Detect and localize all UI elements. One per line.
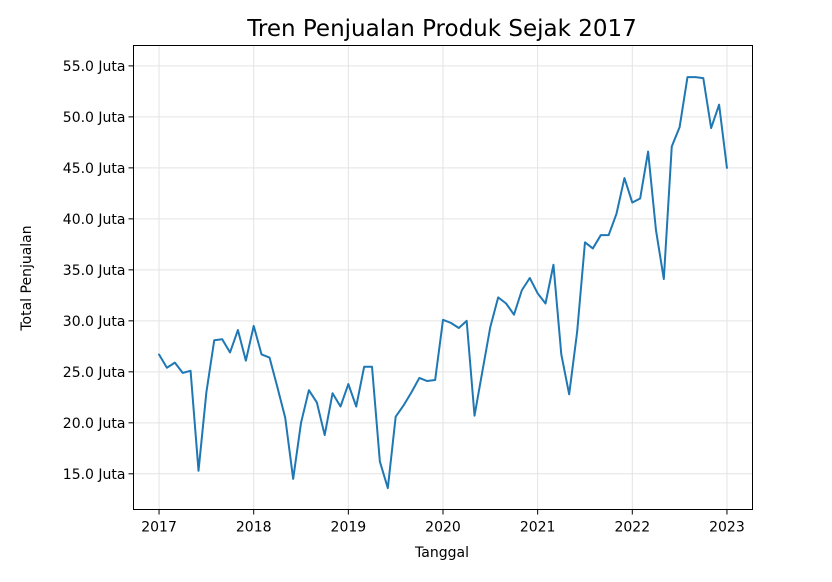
chart-title: Tren Penjualan Produk Sejak 2017 [246, 16, 637, 42]
y-tick-label: 15.0 Juta [63, 467, 126, 483]
y-tick-label: 25.0 Juta [63, 365, 126, 381]
y-axis-label: Total Penjualan [19, 225, 35, 331]
x-tick-label: 2020 [425, 520, 461, 536]
y-tick-label: 45.0 Juta [63, 161, 126, 177]
x-tick-label: 2019 [331, 520, 367, 536]
grid-lines [133, 45, 753, 510]
y-tick-label: 50.0 Juta [63, 110, 126, 126]
x-tick-label: 2021 [520, 520, 556, 536]
x-axis-label: Tanggal [414, 545, 469, 561]
axis-ticks: 15.0 Juta 20.0 Juta 25.0 Juta 30.0 Juta 35.0… [63, 59, 745, 536]
y-tick-label: 30.0 Juta [63, 314, 126, 330]
y-tick-label: 55.0 Juta [63, 59, 126, 75]
series-layer [158, 76, 728, 490]
y-tick-label: 20.0 Juta [63, 416, 126, 432]
x-tick-label: 2017 [141, 520, 177, 536]
x-tick-label: 2022 [614, 520, 650, 536]
x-tick-label: 2023 [709, 520, 745, 536]
x-tick-label: 2018 [236, 520, 272, 536]
y-tick-label: 40.0 Juta [63, 212, 126, 228]
series-line [158, 76, 728, 490]
y-tick-label: 35.0 Juta [63, 263, 126, 279]
